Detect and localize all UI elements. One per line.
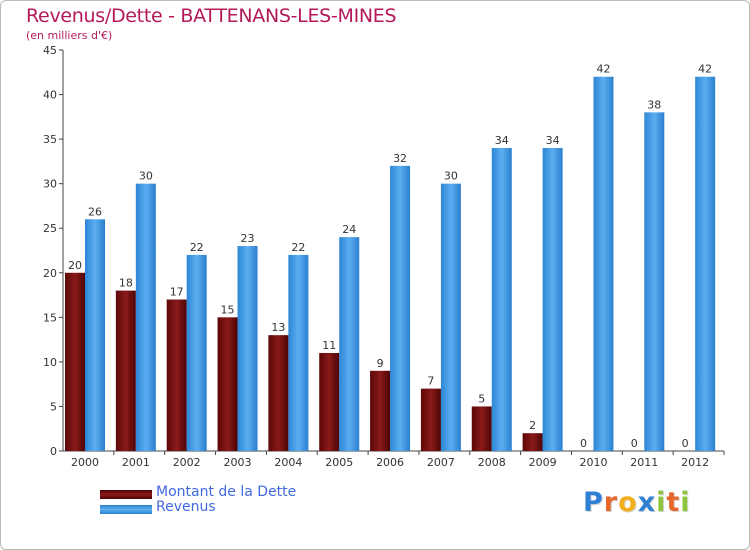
data-label-revenus: 24 [342,223,356,236]
y-tick-label: 5 [50,400,57,413]
y-tick-label: 35 [43,133,57,146]
bar-dette [319,352,340,451]
bar-revenus [491,148,512,451]
data-label-revenus: 34 [495,134,509,147]
data-label-revenus: 42 [596,63,610,76]
bar-revenus [186,254,207,451]
data-label-dette: 0 [631,437,638,450]
logo-letter: t [666,487,681,518]
x-tick-label: 2008 [478,456,506,469]
data-label-revenus: 42 [698,63,712,76]
proxiti-logo: Proxiti [583,487,691,518]
bar-revenus [339,237,360,451]
x-tick-label: 2011 [630,456,658,469]
bar-dette [370,370,391,451]
data-label-dette: 9 [377,357,384,370]
bar-revenus [695,76,716,451]
x-axis: 2000 2001 2002 2003 2004 2005 2006 2007 2008 2009… [63,450,725,469]
bar-dette [65,272,85,451]
y-tick-label: 0 [50,445,57,458]
legend-swatch-revenus [100,505,152,514]
data-label-revenus: 30 [139,170,153,183]
bar-revenus [644,112,665,451]
y-tick-label: 25 [43,222,57,235]
bar-revenus [135,183,156,451]
data-label-revenus: 22 [291,241,305,254]
data-label-revenus: 26 [88,205,102,218]
x-tick-label: 2003 [224,456,252,469]
data-label-dette: 2 [529,419,536,432]
legend-label-revenus: Revenus [156,499,216,515]
bar-revenus [288,254,309,451]
logo-letter: r [603,487,619,518]
data-label-dette: 0 [682,437,689,450]
data-label-revenus: 38 [647,98,661,111]
x-tick-label: 2007 [427,456,455,469]
bars-group [65,76,716,451]
chart-subtitle: (en milliers d'€) [26,29,113,42]
logo-letter: i [656,487,667,518]
bar-dette [166,299,187,451]
x-tick-label: 2001 [122,456,150,469]
logo-letter: x [637,487,657,518]
data-label-revenus: 22 [190,241,204,254]
y-tick-label: 30 [43,178,57,191]
bar-revenus [85,219,105,451]
bar-dette [420,388,441,451]
data-label-dette: 7 [427,375,434,388]
y-tick-label: 10 [43,356,57,369]
data-label-dette: 18 [119,277,133,290]
x-tick-label: 2005 [325,456,353,469]
bar-revenus [593,76,614,451]
bar-dette [471,406,492,451]
y-tick-label: 45 [43,44,57,57]
bar-dette [115,290,136,451]
data-label-revenus: 32 [393,152,407,165]
data-label-dette: 15 [221,303,235,316]
bar-revenus [542,148,563,451]
y-tick-label: 15 [43,311,57,324]
bar-revenus [237,246,258,451]
data-label-dette: 0 [580,437,587,450]
data-label-dette: 17 [170,286,184,299]
data-label-dette: 5 [478,392,485,405]
data-label-dette: 20 [68,259,82,272]
bar-revenus [440,183,461,451]
y-axis: 0 5 10 15 20 25 30 35 40 45 [43,44,64,458]
bar-dette [217,317,238,451]
logo-letter: P [583,487,604,518]
bar-revenus [390,165,411,451]
logo-letter: i [680,487,691,518]
y-tick-label: 20 [43,267,57,280]
data-label-revenus: 23 [241,232,255,245]
x-tick-label: 2012 [681,456,709,469]
legend-label-dette: Montant de la Dette [156,484,297,500]
x-tick-label: 2002 [173,456,201,469]
y-tick-label: 40 [43,89,57,102]
legend-swatch-dette [100,490,152,499]
data-label-revenus: 34 [546,134,560,147]
chart-title: Revenus/Dette - BATTENANS-LES-MINES [26,5,397,27]
x-tick-label: 2004 [274,456,302,469]
x-tick-label: 2009 [529,456,557,469]
bar-dette [522,433,543,451]
bar-dette [268,335,289,451]
x-tick-label: 2010 [579,456,607,469]
data-label-revenus: 30 [444,170,458,183]
data-labels-group: 20 26 18 30 17 22 15 23 13 22 11 24 9 32 7 30 5 34 2 34 0 42 0… [68,63,712,450]
x-tick-label: 2000 [71,456,99,469]
data-label-dette: 11 [322,339,336,352]
data-label-dette: 13 [271,321,285,334]
x-tick-label: 2006 [376,456,404,469]
logo-letter: o [618,487,638,518]
